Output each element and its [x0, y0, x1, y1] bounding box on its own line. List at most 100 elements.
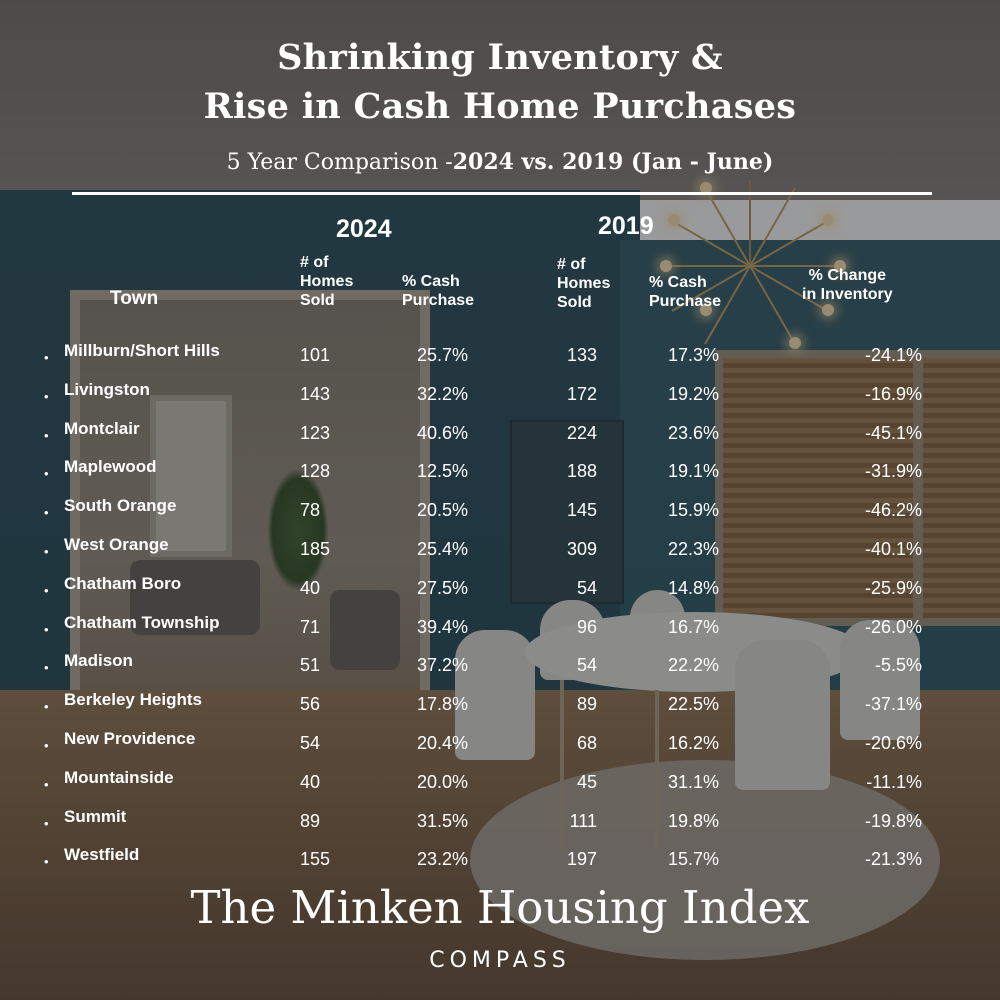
title-line-1: Shrinking Inventory & [277, 37, 723, 78]
year-2019-heading: 2019 [598, 212, 654, 240]
town-name: Westfield [64, 845, 140, 865]
cash-purchase-2019: 31.1% [667, 771, 719, 792]
cash-purchase-2019: 14.8% [667, 577, 719, 598]
homes-sold-2019: 224 [566, 422, 597, 443]
homes-sold-2019: 133 [566, 345, 597, 365]
town-name: Millburn/Short Hills [64, 341, 220, 360]
cash-purchase-2024: 17.8% [416, 694, 468, 715]
homes-sold-2019: 188 [566, 461, 597, 482]
table-row: • Maplewood 128 12.5% 188 19.1% -31.9% [0, 454, 1000, 493]
bullet-icon: • [44, 776, 49, 792]
homes-sold-2019: 145 [566, 500, 597, 521]
town-name: Chatham Township [64, 612, 220, 632]
homes-sold-2024: 40 [300, 771, 321, 792]
inventory-change: -45.1% [864, 422, 922, 443]
cash-purchase-2019: 19.1% [667, 461, 719, 482]
header-town: Town [110, 288, 159, 309]
inventory-change: -16.9% [864, 383, 922, 404]
bullet-icon: • [44, 505, 49, 521]
cash-purchase-2019: 22.2% [667, 655, 719, 676]
table-row: • Chatham Township 71 39.4% 96 16.7% -26.0% [0, 610, 1000, 649]
inventory-change: -46.2% [864, 500, 922, 521]
bullet-icon: • [44, 621, 49, 637]
inventory-change: -40.1% [864, 538, 922, 559]
cash-purchase-2019: 16.2% [667, 732, 719, 753]
bullet-icon: • [44, 660, 49, 676]
homes-sold-2019: 111 [569, 810, 597, 831]
bullet-icon: • [44, 543, 49, 559]
armchair [330, 590, 400, 670]
table-leg [655, 690, 659, 850]
cash-purchase-2019: 22.5% [667, 694, 719, 715]
cash-purchase-2024: 40.6% [416, 422, 468, 443]
inventory-change: -24.1% [864, 345, 922, 365]
cash-purchase-2024: 25.7% [416, 345, 468, 365]
table-row: • Livingston 143 32.2% 172 19.2% -16.9% [0, 377, 1000, 416]
town-name: Mountainside [64, 767, 174, 787]
inventory-change: -25.9% [864, 577, 922, 598]
town-name: Berkeley Heights [64, 690, 202, 710]
homes-sold-2019: 54 [576, 655, 597, 676]
bullet-icon: • [44, 388, 49, 404]
homes-sold-2019: 309 [566, 538, 597, 559]
homes-sold-2024: 101 [300, 345, 331, 365]
cash-purchase-2019: 19.8% [667, 810, 719, 831]
table-row: • Chatham Boro 40 27.5% 54 14.8% -25.9% [0, 571, 1000, 610]
bullet-icon: • [44, 350, 49, 365]
bullet-icon: • [44, 815, 49, 831]
homes-sold-2019: 197 [566, 849, 597, 870]
header-line: % Change [808, 267, 887, 284]
table-row: • Summit 89 31.5% 111 19.8% -19.8% [0, 804, 1000, 843]
homes-sold-2019: 96 [576, 616, 597, 637]
bullet-icon: • [44, 699, 49, 715]
inventory-change: -21.3% [864, 849, 922, 870]
homes-sold-2024: 155 [300, 849, 331, 870]
town-name: Chatham Boro [64, 573, 182, 593]
bullet-icon: • [44, 854, 49, 870]
cash-purchase-2019: 22.3% [667, 538, 719, 559]
cash-purchase-2019: 15.9% [667, 500, 719, 521]
dining-chair [735, 640, 830, 790]
living-room-window [150, 395, 232, 557]
subtitle: 5 Year Comparison -2024 vs. 2019 (Jan - … [0, 146, 1000, 179]
homes-sold-2019: 68 [576, 732, 597, 753]
town-name: South Orange [64, 496, 177, 516]
compass-logo: COMPASS [429, 948, 571, 973]
header-line: % Cash [402, 273, 460, 290]
town-name: Livingston [64, 379, 150, 399]
brand-title: The Minken Housing Index [190, 881, 810, 934]
inventory-change: -11.1% [866, 771, 922, 792]
homes-sold-2024: 78 [300, 500, 321, 521]
cash-purchase-2019: 16.7% [667, 616, 719, 637]
town-table: • Millburn/Short Hills 101 25.7% 133 17.3% -24… [0, 338, 1000, 881]
homes-sold-2024: 123 [300, 422, 331, 443]
homes-sold-2019: 54 [576, 577, 597, 598]
header-line: Homes [300, 273, 354, 290]
cash-purchase-2019: 17.3% [667, 345, 719, 365]
table-leg [560, 680, 564, 850]
homes-sold-2024: 128 [300, 461, 331, 482]
town-name: Madison [64, 651, 133, 671]
cash-purchase-2024: 20.0% [416, 771, 468, 792]
homes-sold-2024: 51 [300, 655, 321, 676]
cash-purchase-2019: 15.7% [667, 849, 719, 870]
homes-sold-2024: 71 [300, 616, 321, 637]
cash-purchase-2024: 27.5% [416, 577, 468, 598]
inventory-change: -20.6% [864, 732, 922, 753]
town-name: Montclair [64, 418, 140, 438]
title-line-2: Rise in Cash Home Purchases [203, 86, 797, 127]
cash-purchase-2024: 23.2% [416, 849, 468, 870]
inventory-change: -26.0% [864, 616, 922, 637]
homes-sold-2024: 143 [300, 383, 331, 404]
cash-purchase-2024: 31.5% [416, 810, 468, 831]
homes-sold-2024: 56 [300, 694, 321, 715]
header-line: % Cash [649, 274, 707, 291]
header-line: Purchase [402, 292, 475, 309]
homes-sold-2019: 172 [566, 383, 597, 404]
inventory-change: -19.8% [864, 810, 922, 831]
header-line: Homes [557, 275, 611, 292]
header-line: # of [557, 256, 586, 273]
inventory-change: -37.1% [864, 694, 922, 715]
